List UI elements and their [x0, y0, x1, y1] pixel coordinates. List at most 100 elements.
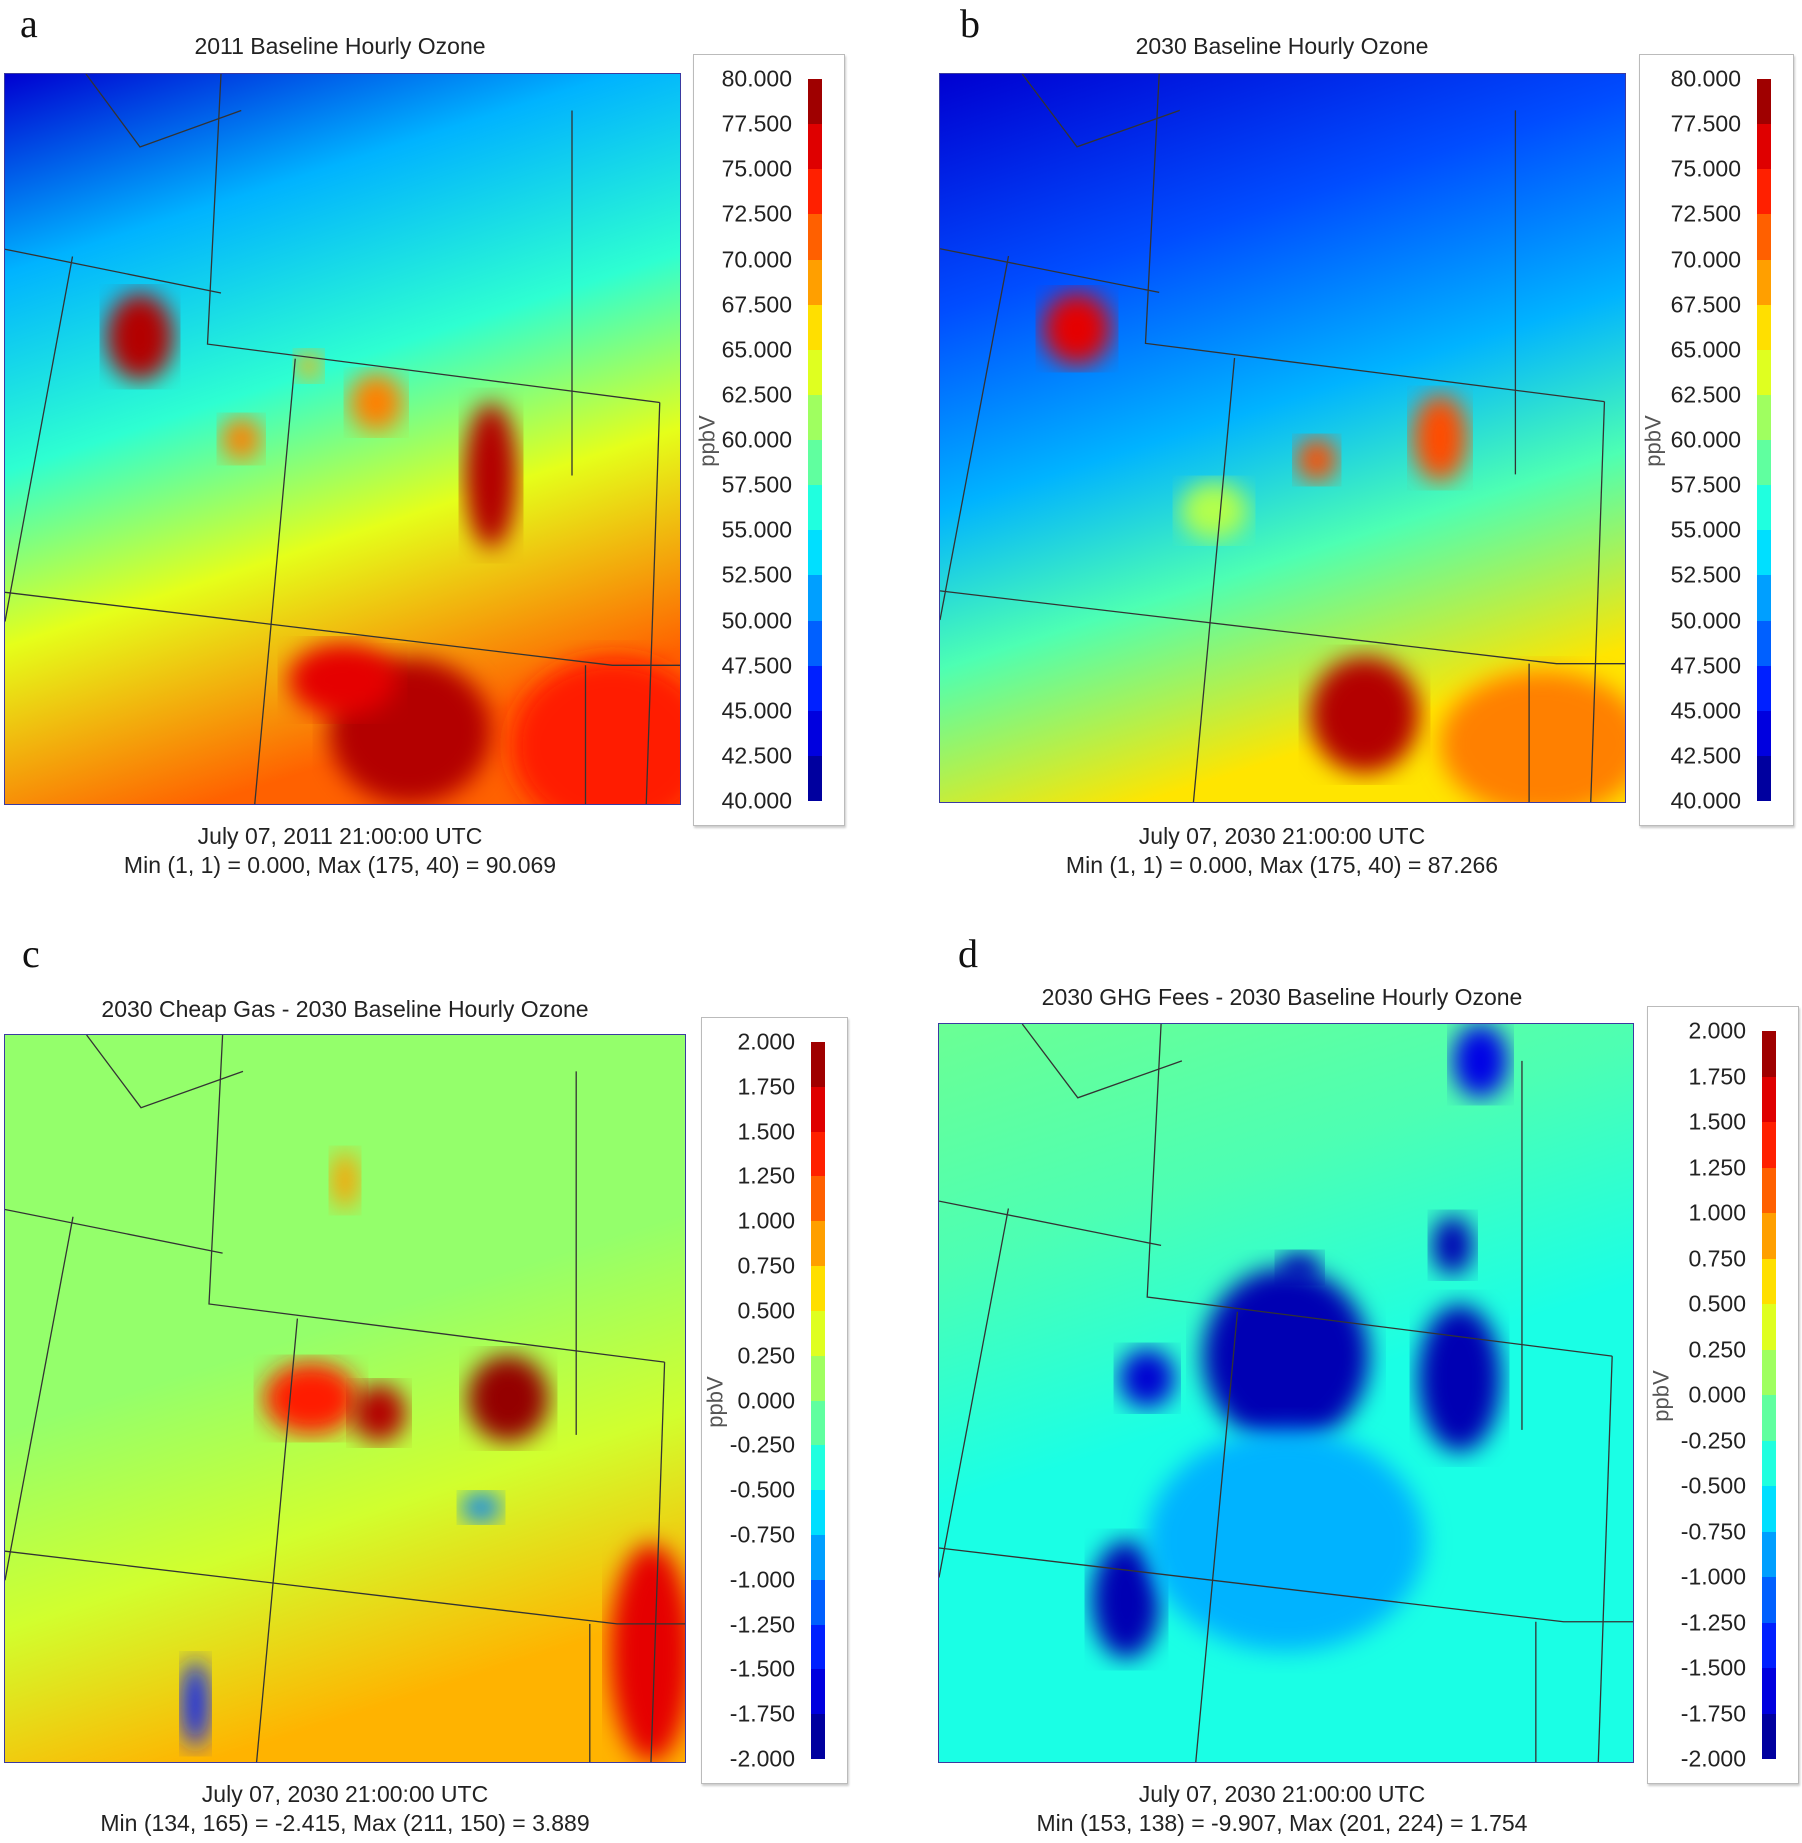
- colorbar-tick-label: 50.000: [1670, 607, 1741, 633]
- colorbar-band: [808, 665, 822, 711]
- heatmap-region: [464, 402, 518, 549]
- chart-title: 2030 Baseline Hourly Ozone: [1135, 33, 1429, 59]
- colorbar-band: [1762, 1395, 1776, 1441]
- colorbar-band: [808, 530, 822, 576]
- colorbar-scale: [808, 79, 822, 801]
- colorbar-band: [1762, 1213, 1776, 1259]
- colorbar-tick-label: 0.000: [737, 1387, 795, 1413]
- state-boundary: [1021, 1024, 1183, 1099]
- state-boundary: [1597, 1356, 1613, 1762]
- colorbar-band: [1757, 394, 1771, 440]
- state-boundary: [5, 1550, 685, 1625]
- colorbar-band: [1762, 1440, 1776, 1486]
- colorbar-tick-label: 45.000: [1670, 697, 1741, 724]
- colorbar-tick-label: -1.500: [729, 1655, 795, 1682]
- heatmap-region: [1440, 670, 1625, 802]
- heatmap-region: [511, 658, 680, 804]
- colorbar-tick-label: -0.500: [729, 1476, 795, 1503]
- colorbar-band: [1762, 1531, 1776, 1577]
- state-boundary: [255, 1318, 299, 1762]
- heatmap-region: [181, 1660, 209, 1748]
- colorbar-band: [811, 1490, 825, 1535]
- chart-annotation: July 07, 2030 21:00:00 UTC Min (1, 1) = 0…: [1066, 822, 1498, 880]
- colorbar-band: [1757, 485, 1771, 531]
- colorbar-band: [808, 620, 822, 666]
- heatmap-region: [1119, 1348, 1175, 1408]
- heatmap-region: [610, 1543, 685, 1762]
- state-boundary: [85, 74, 242, 148]
- colorbar-band: [808, 169, 822, 215]
- colorbar-tick-label: 0.250: [737, 1342, 795, 1369]
- colorbar-tick-label: -0.250: [729, 1431, 795, 1458]
- colorbar-tick-label: 77.500: [1670, 110, 1741, 137]
- colorbar-tick-label: 2.000: [1688, 1017, 1746, 1044]
- colorbar-band: [1757, 755, 1771, 801]
- colorbar-band: [1757, 665, 1771, 711]
- colorbar-tick-label: 1.000: [1688, 1199, 1746, 1226]
- colorbar-band: [811, 1669, 825, 1715]
- heatmap-region: [288, 643, 397, 717]
- state-boundary: [5, 1216, 74, 1581]
- heatmap-region: [349, 373, 404, 432]
- heatmap-region: [1279, 1252, 1321, 1283]
- colorbar-tick-label: 42.500: [721, 742, 792, 769]
- colorbar-tick-label: 1.500: [1688, 1108, 1746, 1135]
- colorbar-scale: [1757, 79, 1771, 801]
- heatmap-map: [938, 1023, 1634, 1763]
- colorbar-tick-label: -1.000: [729, 1566, 795, 1593]
- heatmap-region: [106, 293, 174, 381]
- colorbar-tick-label: 77.500: [721, 110, 792, 137]
- colorbar-tick-label: -0.250: [1680, 1427, 1746, 1453]
- colorbar-tick-label: -2.000: [729, 1745, 795, 1772]
- colorbar-tick-label: -1.250: [1680, 1609, 1746, 1635]
- colorbar: 80.000 77.500 75.000 72.500 70.000 67.500 65.0…: [693, 54, 845, 826]
- state-boundary: [939, 1208, 1010, 1578]
- colorbar-scale: [1762, 1031, 1776, 1759]
- colorbar: 2.000 1.750 1.500 1.250 1.000 0.750 0.500 0.250…: [701, 1017, 848, 1784]
- heatmap-region: [1147, 1429, 1425, 1652]
- colorbar-band: [808, 349, 822, 395]
- colorbar: 2.000 1.750 1.500 1.250 1.000 0.750 0.500 0.250…: [1647, 1006, 1799, 1784]
- colorbar-tick-label: 55.000: [721, 516, 792, 543]
- state-boundary: [254, 358, 296, 804]
- heatmap-region: [351, 1383, 407, 1443]
- colorbar-band: [1757, 349, 1771, 395]
- annotation-time: July 07, 2030 21:00:00 UTC: [201, 1781, 489, 1807]
- colorbar-band: [1762, 1122, 1776, 1168]
- state-boundary: [208, 1035, 665, 1363]
- colorbar-tick-label: 57.500: [721, 471, 792, 498]
- colorbar-band: [1762, 1258, 1776, 1304]
- colorbar-band: [811, 1310, 825, 1356]
- colorbar-tick-label: 0.750: [737, 1252, 795, 1279]
- colorbar-band: [1757, 710, 1771, 756]
- colorbar-band: [808, 79, 822, 125]
- colorbar-band: [811, 1400, 825, 1446]
- annotation-min-max: Min (1, 1) = 0.000, Max (175, 40) = 90.0…: [123, 852, 557, 878]
- chart-annotation: July 07, 2030 21:00:00 UTC Min (134, 165)…: [100, 1780, 589, 1838]
- heatmap-map: [939, 73, 1626, 803]
- colorbar-band: [811, 1714, 825, 1759]
- colorbar-tick-label: 70.000: [1670, 246, 1741, 272]
- colorbar-tick-label: 0.500: [1688, 1290, 1746, 1317]
- chart-annotation: July 07, 2030 21:00:00 UTC Min (153, 138)…: [1037, 1780, 1528, 1838]
- heatmap-region: [1296, 438, 1338, 482]
- colorbar-tick-label: -1.750: [729, 1700, 795, 1727]
- state-boundary: [939, 1200, 1162, 1247]
- state-boundary: [5, 256, 74, 622]
- heatmap-region: [1042, 292, 1112, 366]
- colorbar-band: [1757, 304, 1771, 350]
- colorbar-band: [1762, 1076, 1776, 1122]
- heatmap-map: [4, 73, 681, 805]
- state-boundary: [940, 248, 1160, 294]
- colorbar-tick-label: 0.000: [1688, 1381, 1746, 1408]
- heatmap-region: [1179, 481, 1249, 540]
- colorbar-tick-label: 1.000: [737, 1207, 795, 1234]
- colorbar-tick-label: 72.500: [1670, 200, 1741, 227]
- state-boundary: [940, 590, 1625, 665]
- colorbar-band: [811, 1355, 825, 1401]
- colorbar-band: [1757, 530, 1771, 576]
- colorbar-tick-label: -0.750: [729, 1521, 795, 1548]
- colorbar-unit-label: ppbV: [694, 415, 720, 467]
- heatmap-region: [1202, 1267, 1370, 1445]
- state-boundary: [1195, 1311, 1239, 1762]
